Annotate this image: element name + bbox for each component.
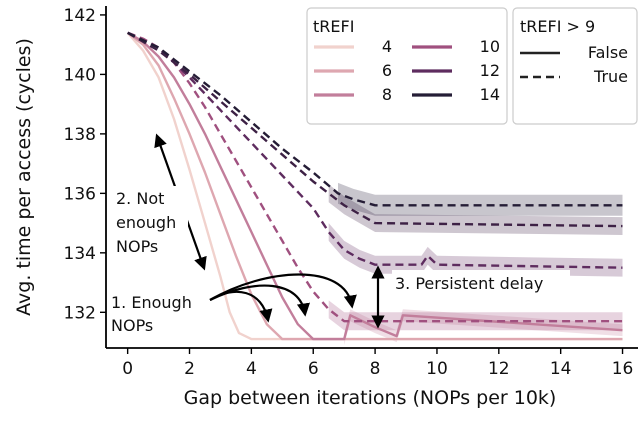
x-tick-label: 16 bbox=[612, 359, 634, 379]
series-band bbox=[344, 309, 623, 345]
x-tick-label: 6 bbox=[308, 359, 319, 379]
annotation-not-enough: 2. Not enough NOPs bbox=[112, 186, 188, 258]
legend-trefi-gt9-title: tREFI > 9 bbox=[520, 17, 595, 36]
legend-label: 6 bbox=[382, 61, 392, 80]
annotation-enough-line1: 1. Enough bbox=[111, 293, 192, 312]
legend-label: 12 bbox=[480, 61, 500, 80]
y-axis-label: Avg. time per access (cycles) bbox=[13, 38, 35, 316]
legend-trefi-box bbox=[306, 7, 508, 125]
annotation-enough-bg bbox=[108, 289, 208, 335]
series-line bbox=[127, 31, 623, 323]
legend-label: 10 bbox=[480, 37, 500, 56]
x-tick-label: 10 bbox=[426, 359, 448, 379]
series-line bbox=[127, 31, 623, 269]
legend-label: True bbox=[593, 67, 628, 86]
x-tick-label: 2 bbox=[184, 359, 195, 379]
y-tick-label: 140 bbox=[64, 65, 96, 85]
enough-arrow-3 bbox=[209, 273, 357, 309]
annotation-persistent-line1: 3. Persistent delay bbox=[395, 274, 543, 293]
legend-trefi-title: tREFI bbox=[313, 17, 354, 36]
x-axis-label: Gap between iterations (NOPs per 10k) bbox=[184, 387, 557, 409]
enough-arrow-2 bbox=[209, 284, 310, 317]
y-tick-label: 136 bbox=[64, 184, 96, 204]
annotation-enough-line2: NOPs bbox=[111, 316, 153, 335]
y-ticks: 132 134 136 138 140 142 bbox=[64, 6, 106, 323]
y-tick-label: 134 bbox=[64, 244, 96, 264]
x-tick-label: 8 bbox=[370, 359, 381, 379]
series-band bbox=[328, 300, 623, 331]
series-band bbox=[338, 182, 623, 216]
series-line bbox=[126, 31, 623, 341]
legend-label: False bbox=[588, 43, 628, 62]
annotation-enough: 1. Enough NOPs bbox=[108, 289, 208, 335]
annotation-persistent: 3. Persistent delay bbox=[392, 270, 570, 296]
x-ticks: 0 2 4 6 8 10 12 14 16 bbox=[122, 348, 633, 379]
y-tick-label: 132 bbox=[64, 303, 96, 323]
x-tick-label: 14 bbox=[550, 359, 572, 379]
legend-trefi-gt9: tREFI > 9 False True bbox=[512, 7, 638, 125]
x-tick-label: 12 bbox=[488, 359, 510, 379]
legend-label: 14 bbox=[480, 85, 500, 104]
annotation-persistent-bg bbox=[392, 270, 570, 296]
legend-trefi: tREFI 4 10 6 12 8 14 bbox=[306, 7, 508, 125]
legend-trefi-gt9-box bbox=[512, 7, 638, 125]
y-tick-label: 142 bbox=[64, 6, 96, 26]
annotation-not-enough-bg bbox=[112, 186, 188, 258]
series-line bbox=[127, 31, 623, 228]
x-tick-label: 4 bbox=[246, 359, 257, 379]
legend-label: 8 bbox=[382, 85, 392, 104]
annotation-not-enough-line1: 2. Not bbox=[116, 189, 164, 208]
annotation-not-enough-line3: NOPs bbox=[116, 237, 158, 256]
legend-label: 4 bbox=[382, 37, 392, 56]
x-tick-label: 0 bbox=[122, 359, 133, 379]
series-band bbox=[328, 223, 623, 277]
y-tick-label: 138 bbox=[64, 125, 96, 145]
series-line bbox=[127, 31, 623, 207]
annotation-not-enough-line2: enough bbox=[116, 213, 176, 232]
